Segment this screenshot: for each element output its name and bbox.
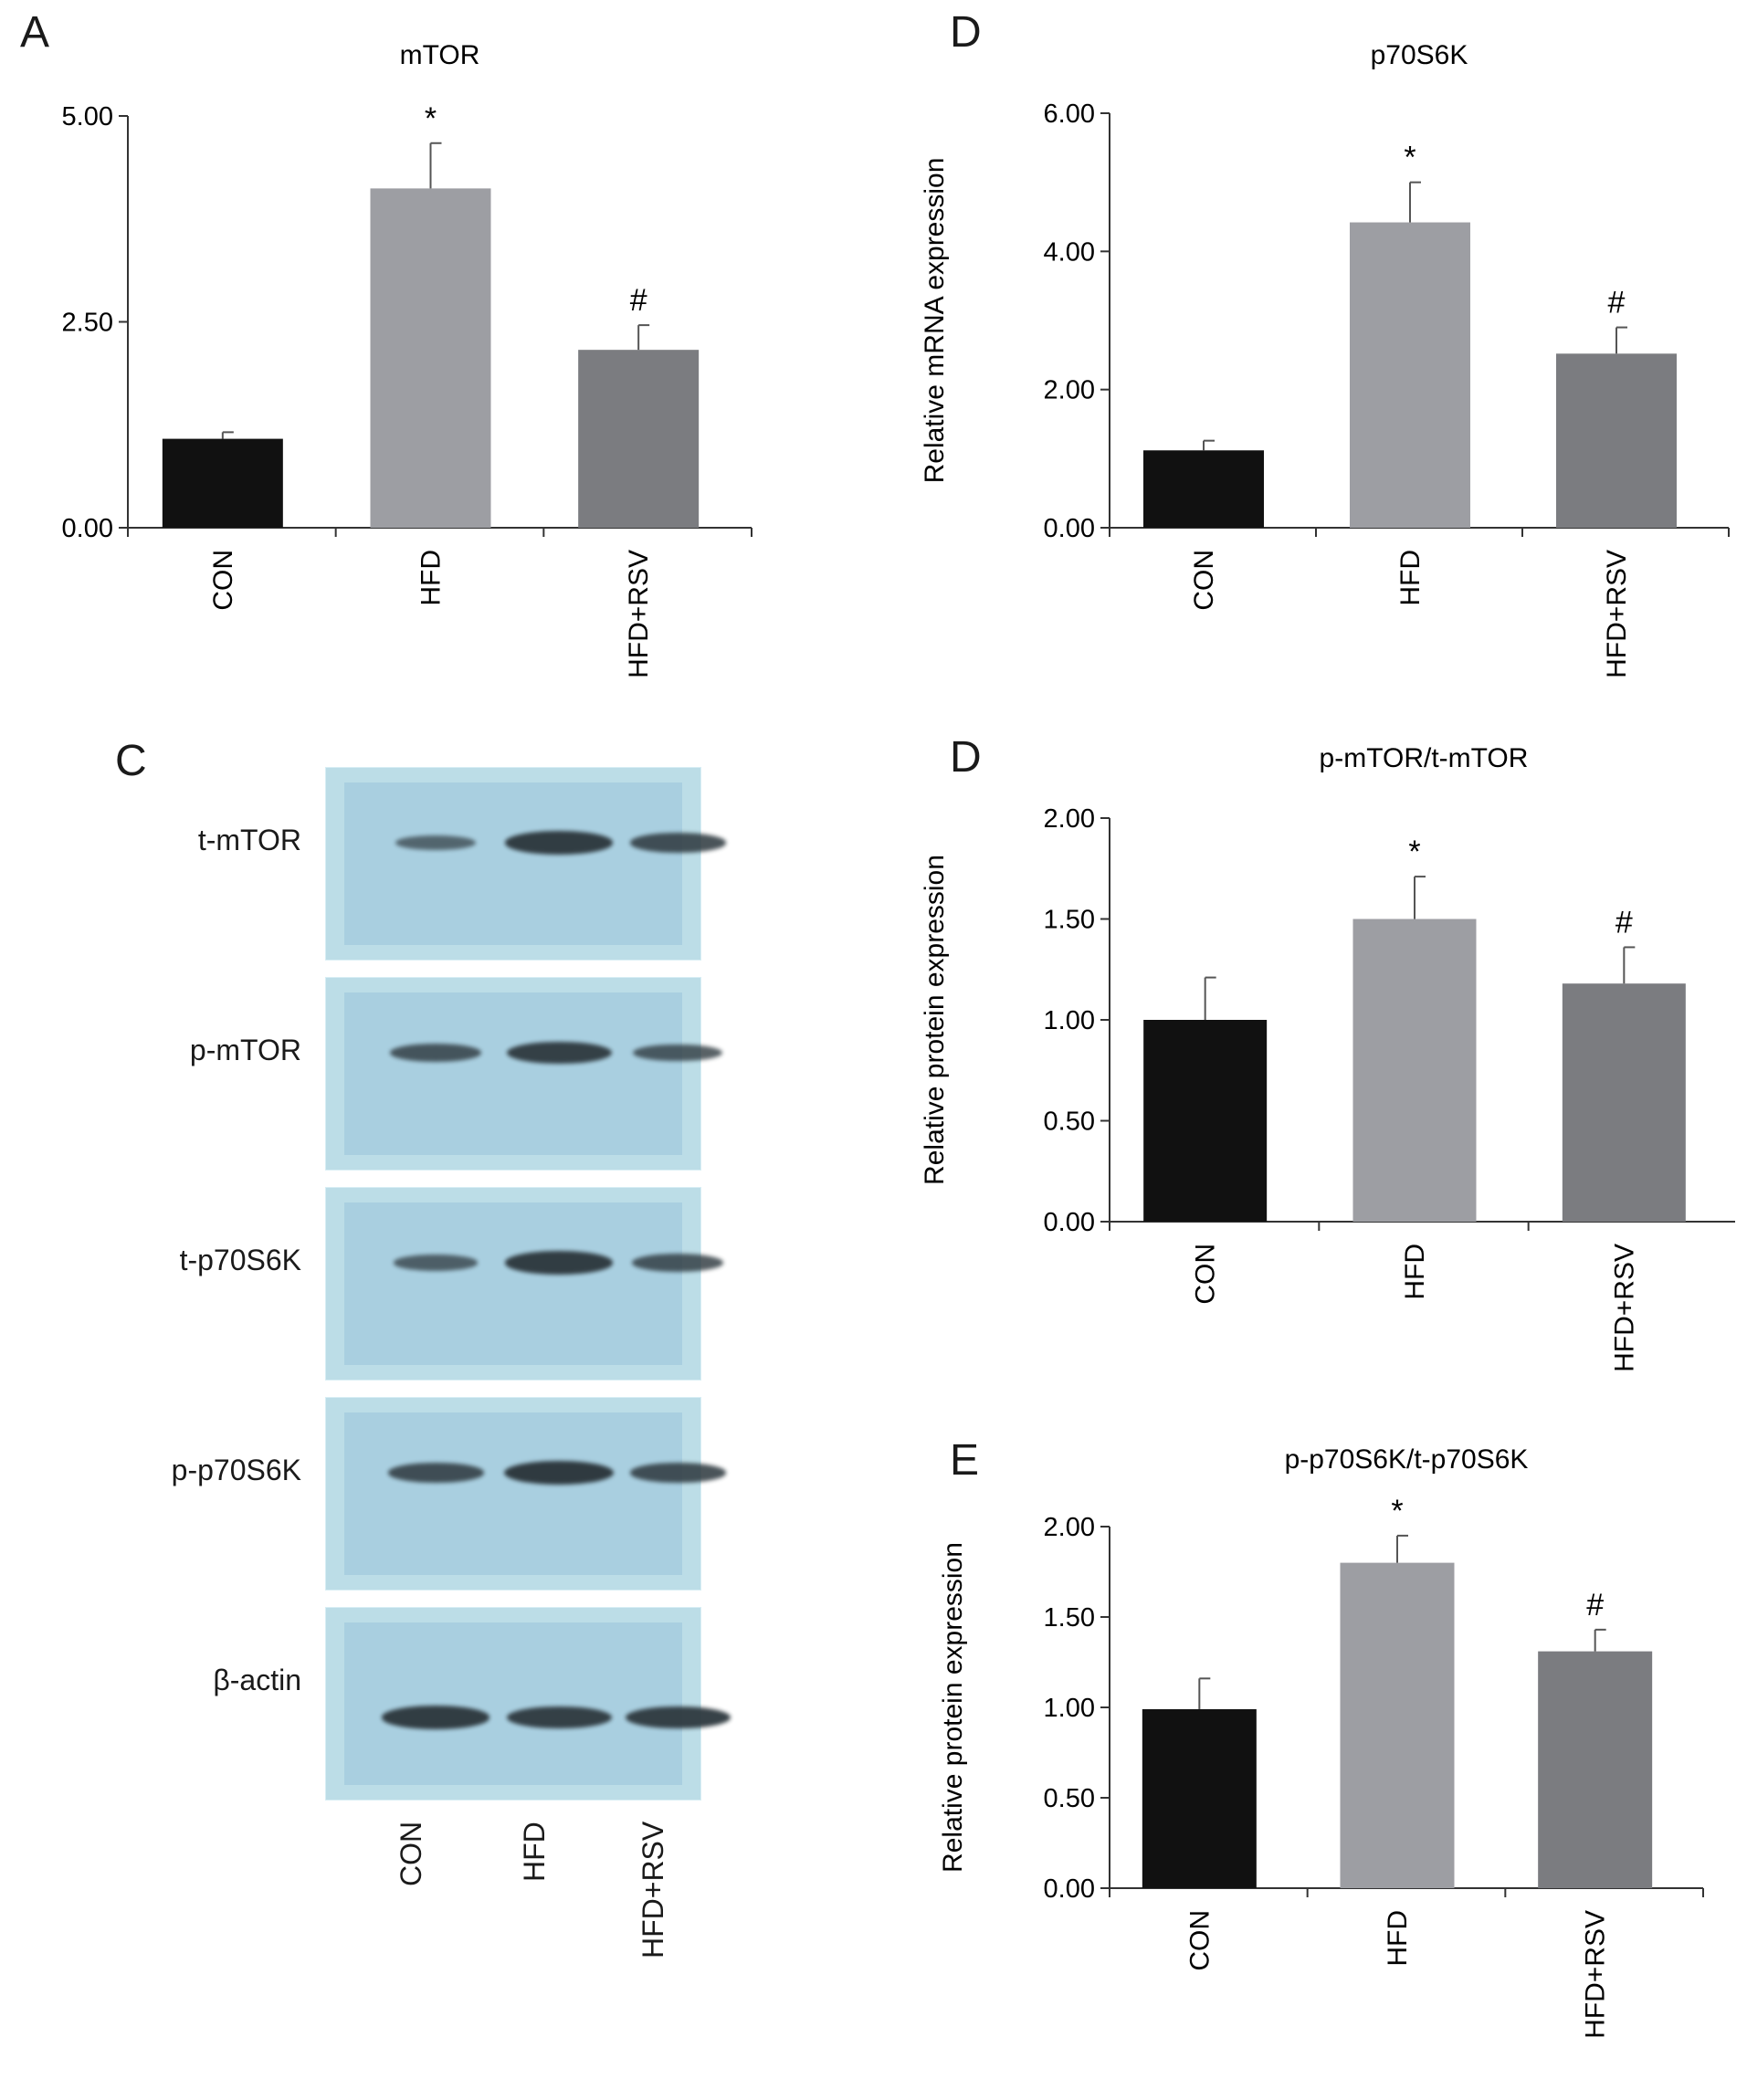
y-tick-label: 1.00: [1044, 1006, 1095, 1035]
blot-row-label: t-mTOR: [197, 824, 301, 856]
x-tick-label: HFD: [1383, 1910, 1413, 1967]
panel-letter-e: E: [950, 1436, 980, 1485]
blot-membrane: [344, 1202, 682, 1365]
x-tick-label: HFD+RSV: [1602, 550, 1632, 678]
x-tick-label: CON: [1189, 550, 1219, 611]
blot-band: [505, 831, 613, 855]
y-tick-label: 2.50: [62, 309, 113, 338]
blot-row-label: p-mTOR: [189, 1034, 301, 1066]
significance-mark: *: [1391, 1494, 1403, 1528]
significance-mark: *: [1408, 835, 1420, 869]
significance-mark: #: [630, 283, 647, 318]
chart-title: p-p70S6K/t-p70S6K: [1285, 1444, 1529, 1475]
blot-lane-label: CON: [395, 1821, 427, 1886]
x-tick-label: HFD: [1400, 1244, 1430, 1300]
y-tick-label: 2.00: [1044, 1513, 1095, 1542]
y-tick-label: 1.50: [1044, 906, 1095, 935]
significance-mark: #: [1615, 905, 1633, 940]
panel-letter-d-mid: D: [950, 733, 982, 782]
blot-band: [390, 1044, 481, 1062]
bar-con: [1142, 1708, 1257, 1888]
bar-hfd-rsv: [1556, 353, 1677, 528]
blot-band: [387, 1463, 484, 1483]
blot-row-label: β-actin: [213, 1664, 301, 1696]
blot-band: [505, 1251, 613, 1275]
blot-band: [382, 1706, 489, 1729]
blot-strip-5: [325, 1607, 731, 1801]
blot-band: [633, 1044, 722, 1062]
y-tick-label: 0.00: [1044, 1208, 1095, 1237]
significance-mark: *: [425, 101, 437, 136]
y-tick-label: 2.00: [1044, 376, 1095, 405]
chart-p-p70s6k-ratio: p-p70S6K/t-p70S6K Relative protein expres…: [938, 1444, 1704, 2039]
y-tick-label: 0.50: [1044, 1784, 1095, 1813]
blot-band: [632, 1254, 723, 1272]
x-tick-label: HFD+RSV: [624, 550, 654, 678]
bar-hfd: [370, 188, 491, 528]
bar-con: [1143, 1020, 1268, 1222]
panel-letter-c: C: [115, 737, 147, 785]
blot-row-label: t-p70S6K: [179, 1244, 301, 1276]
x-tick-label: HFD+RSV: [1609, 1244, 1639, 1372]
chart-title: p-mTOR/t-mTOR: [1320, 743, 1529, 773]
blot-strip-2: [325, 977, 722, 1171]
blot-lane-label: HFD+RSV: [637, 1821, 669, 1958]
bar-hfd-rsv: [578, 350, 700, 528]
bar-hfd: [1350, 222, 1470, 528]
blot-membrane: [344, 782, 682, 945]
blot-strip-3: [325, 1187, 723, 1381]
blot-lane-label: HFD: [518, 1822, 551, 1882]
chart-p-mtor-ratio: p-mTOR/t-mTOR Relative protein expression…: [920, 743, 1735, 1372]
blot-membrane: [344, 1412, 682, 1575]
y-tick-label: 5.00: [62, 102, 113, 131]
y-tick-label: 2.00: [1044, 804, 1095, 834]
blot-band: [629, 1463, 726, 1483]
bar-con: [162, 438, 283, 528]
y-tick-label: 0.00: [62, 514, 113, 543]
bar-hfd-rsv: [1538, 1651, 1653, 1888]
x-tick-label: HFD: [416, 550, 447, 606]
blot-band: [629, 833, 726, 853]
y-tick-label: 1.00: [1044, 1694, 1095, 1723]
blot-band: [504, 1461, 614, 1485]
y-tick-label: 0.00: [1044, 1874, 1095, 1904]
x-tick-label: CON: [1184, 1910, 1215, 1971]
chart-p70s6k-mrna: p70S6K Relative mRNA expression 0.00 2.00 4.…: [920, 40, 1730, 678]
blot-strip-1: [325, 767, 726, 961]
bar-hfd: [1352, 919, 1477, 1222]
bar-hfd: [1340, 1562, 1455, 1888]
bar-con: [1143, 450, 1264, 528]
y-axis-label: Relative protein expression: [920, 855, 950, 1185]
significance-mark: #: [1586, 1588, 1604, 1622]
significance-mark: *: [1404, 141, 1415, 175]
blot-strip-4: [325, 1397, 726, 1591]
chart-title: mTOR: [400, 40, 480, 70]
blot-band: [395, 835, 476, 850]
y-axis-label: Relative protein expression: [938, 1542, 968, 1873]
blot-row-label: p-p70S6K: [171, 1454, 301, 1486]
x-tick-label: CON: [1191, 1244, 1221, 1305]
blot-band: [625, 1706, 731, 1729]
blot-band: [506, 1041, 612, 1065]
y-tick-label: 1.50: [1044, 1603, 1095, 1633]
x-tick-label: HFD+RSV: [1581, 1910, 1611, 2039]
blot-membrane: [344, 992, 682, 1155]
x-tick-label: CON: [208, 550, 238, 611]
x-tick-label: HFD: [1395, 550, 1426, 606]
significance-mark: #: [1608, 286, 1626, 320]
blot-band: [393, 1255, 479, 1271]
bar-hfd-rsv: [1562, 983, 1686, 1222]
panel-letter-d-top: D: [950, 8, 982, 57]
blot-membrane: [344, 1622, 682, 1785]
chart-title: p70S6K: [1371, 40, 1468, 70]
panel-letter-a: A: [20, 8, 50, 57]
y-tick-label: 0.00: [1044, 514, 1095, 543]
western-blot-panel: t-mTOR p-mTOR t-p70S6K p-p70S6K β-actin CON HF…: [0, 721, 822, 2000]
y-tick-label: 6.00: [1044, 100, 1095, 129]
y-tick-label: 4.00: [1044, 237, 1095, 267]
y-tick-label: 0.50: [1044, 1108, 1095, 1137]
y-axis-label: Relative mRNA expression: [920, 158, 950, 484]
blot-band: [506, 1706, 612, 1729]
